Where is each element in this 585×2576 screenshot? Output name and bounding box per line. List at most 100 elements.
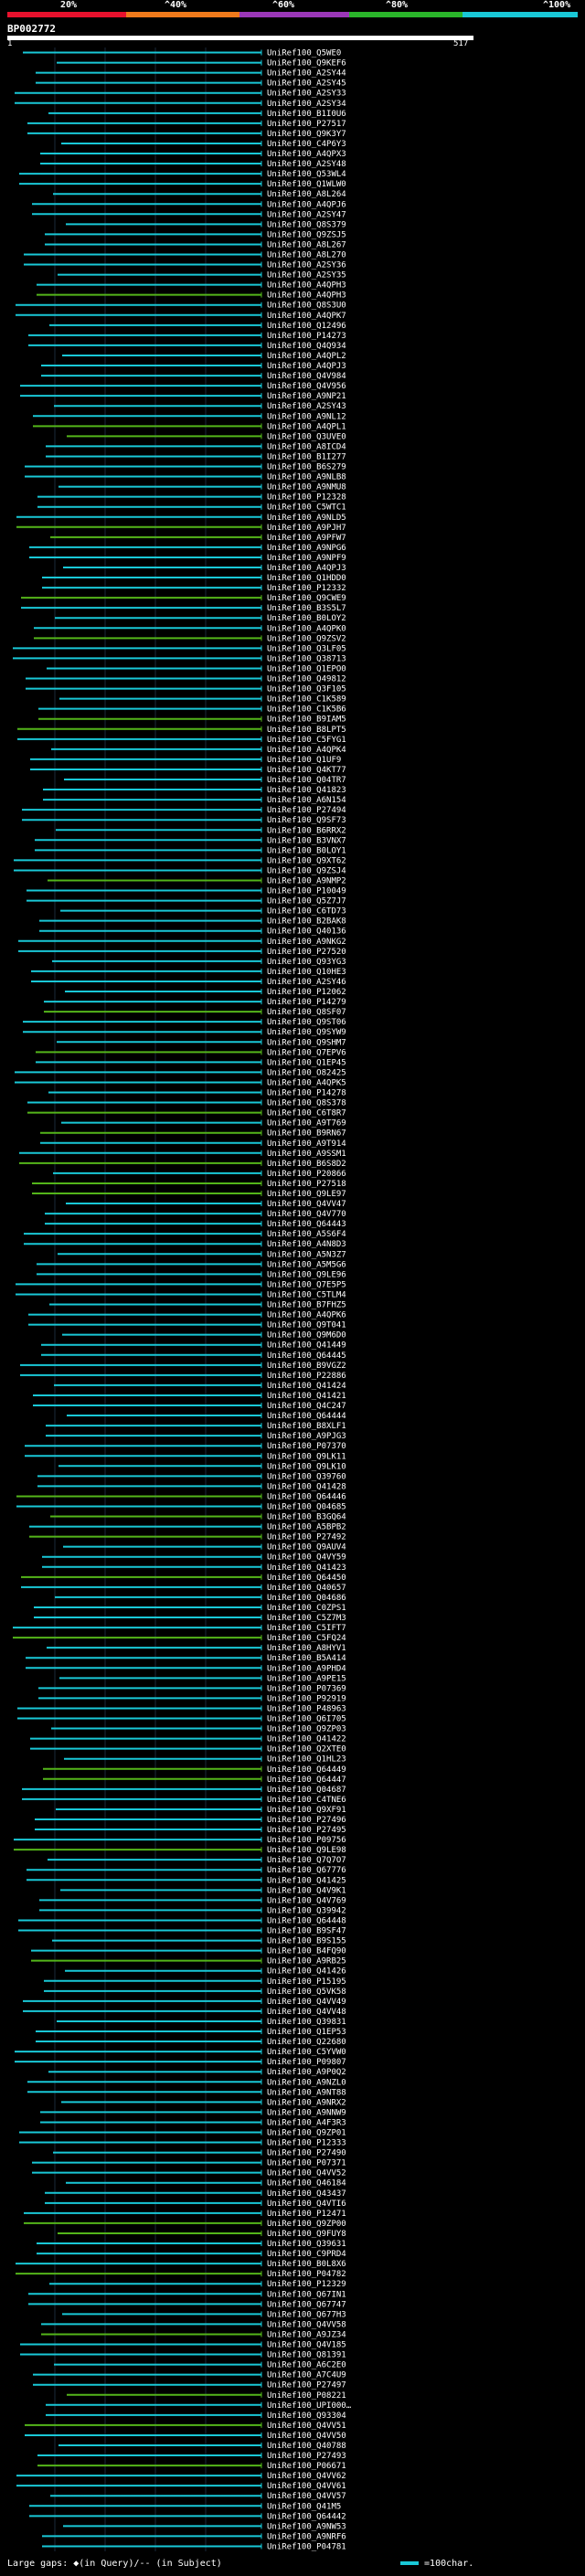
- hit-label[interactable]: UniRef100_A2SY33: [267, 90, 346, 99]
- hit-label[interactable]: UniRef100_Q4C247: [267, 1402, 346, 1411]
- hit-label[interactable]: UniRef100_C9PRD4: [267, 2250, 346, 2259]
- hit-label[interactable]: UniRef100_A6C2E0: [267, 2361, 346, 2370]
- hit-label[interactable]: UniRef100_A2SY44: [267, 69, 346, 79]
- hit-label[interactable]: UniRef100_Q93304: [267, 2412, 346, 2421]
- hit-label[interactable]: UniRef100_A9NW53: [267, 2522, 346, 2531]
- hit-label[interactable]: UniRef100_A2SY43: [267, 402, 346, 411]
- hit-label[interactable]: UniRef100_P10049: [267, 887, 346, 896]
- hit-label[interactable]: UniRef100_A4QPK7: [267, 312, 346, 321]
- hit-label[interactable]: UniRef100_Q4V770: [267, 1210, 346, 1219]
- hit-label[interactable]: UniRef100_B3VNX7: [267, 836, 346, 845]
- hit-label[interactable]: UniRef100_B9S155: [267, 1937, 346, 1946]
- hit-label[interactable]: UniRef100_Q9K3Y7: [267, 130, 346, 139]
- hit-label[interactable]: UniRef100_P27495: [267, 1826, 346, 1835]
- hit-label[interactable]: UniRef100_A4QPK6: [267, 1311, 346, 1320]
- hit-label[interactable]: UniRef100_Q9LK11: [267, 1452, 346, 1461]
- hit-label[interactable]: UniRef100_Q4VV57: [267, 2492, 346, 2501]
- hit-label[interactable]: UniRef100_Q41424: [267, 1382, 346, 1391]
- hit-label[interactable]: UniRef100_A2SY34: [267, 100, 346, 109]
- hit-label[interactable]: UniRef100_Q4V9K1: [267, 1886, 346, 1895]
- hit-label[interactable]: UniRef100_A2SY45: [267, 80, 346, 89]
- hit-label[interactable]: UniRef100_Q4VV50: [267, 2432, 346, 2441]
- hit-label[interactable]: UniRef100_B3GQ64: [267, 1513, 346, 1522]
- hit-label[interactable]: UniRef100_Q41423: [267, 1564, 346, 1573]
- hit-label[interactable]: UniRef100_Q1HDD0: [267, 574, 346, 583]
- hit-label[interactable]: UniRef100_B6RRX2: [267, 826, 346, 835]
- hit-label[interactable]: UniRef100_A2SY36: [267, 261, 346, 270]
- hit-label[interactable]: UniRef100_Q4V984: [267, 372, 346, 381]
- hit-label[interactable]: UniRef100_P20866: [267, 1170, 346, 1179]
- hit-label[interactable]: UniRef100_B0LOY1: [267, 846, 346, 855]
- hit-label[interactable]: UniRef100_Q40657: [267, 1584, 346, 1593]
- hit-label[interactable]: UniRef100_C1K5B6: [267, 705, 346, 715]
- hit-label[interactable]: UniRef100_P07371: [267, 2159, 346, 2168]
- hit-label[interactable]: UniRef100_Q9XT62: [267, 856, 346, 865]
- hit-label[interactable]: UniRef100_Q9ZP00: [267, 2220, 346, 2229]
- hit-label[interactable]: UniRef100_B6S279: [267, 463, 346, 472]
- hit-label[interactable]: UniRef100_A9NMU8: [267, 483, 346, 493]
- hit-label[interactable]: UniRef100_C5IFT7: [267, 1624, 346, 1633]
- hit-label[interactable]: UniRef100_Q9SHM7: [267, 1038, 346, 1047]
- hit-label[interactable]: UniRef100_P12333: [267, 2139, 346, 2148]
- hit-label[interactable]: UniRef100_Q39631: [267, 2240, 346, 2249]
- hit-label[interactable]: UniRef100_Q41421: [267, 1392, 346, 1401]
- hit-label[interactable]: UniRef100_A9NT88: [267, 2088, 346, 2097]
- hit-label[interactable]: UniRef100_Q64442: [267, 2512, 346, 2521]
- hit-label[interactable]: UniRef100_Q4VV49: [267, 1998, 346, 2007]
- hit-label[interactable]: UniRef100_A5BPB2: [267, 1523, 346, 1532]
- hit-label[interactable]: UniRef100_A2SY47: [267, 210, 346, 219]
- hit-label[interactable]: UniRef100_P22886: [267, 1372, 346, 1381]
- hit-label[interactable]: UniRef100_A9JZ34: [267, 2330, 346, 2339]
- hit-label[interactable]: UniRef100_P14278: [267, 1089, 346, 1098]
- hit-label[interactable]: UniRef100_Q41M5: [267, 2502, 341, 2511]
- hit-label[interactable]: UniRef100_A9NNW9: [267, 2108, 346, 2117]
- hit-label[interactable]: UniRef100_UPI000…: [267, 2401, 352, 2411]
- hit-label[interactable]: UniRef100_P12328: [267, 493, 346, 503]
- hit-label[interactable]: UniRef100_A8L264: [267, 190, 346, 199]
- hit-label[interactable]: UniRef100_Q9SF73: [267, 816, 346, 825]
- hit-label[interactable]: UniRef100_B9SF47: [267, 1927, 346, 1936]
- hit-label[interactable]: UniRef100_Q4VV47: [267, 1200, 346, 1209]
- hit-label[interactable]: UniRef100_A9T769: [267, 1119, 346, 1129]
- hit-label[interactable]: UniRef100_A9NL12: [267, 412, 346, 421]
- hit-label[interactable]: UniRef100_Q9LE96: [267, 1270, 346, 1279]
- hit-label[interactable]: UniRef100_A9PFW7: [267, 534, 346, 543]
- hit-label[interactable]: UniRef100_A4QPH3: [267, 292, 346, 301]
- hit-label[interactable]: UniRef100_O82425: [267, 1068, 346, 1077]
- hit-label[interactable]: UniRef100_A9NLD5: [267, 514, 346, 523]
- hit-label[interactable]: UniRef100_Q64447: [267, 1776, 346, 1785]
- hit-label[interactable]: UniRef100_Q9KEF6: [267, 59, 346, 69]
- hit-label[interactable]: UniRef100_P27497: [267, 2381, 346, 2390]
- hit-label[interactable]: UniRef100_Q4VV62: [267, 2472, 346, 2481]
- hit-label[interactable]: UniRef100_B8LPT5: [267, 726, 346, 735]
- hit-label[interactable]: UniRef100_B9IAM5: [267, 716, 346, 725]
- hit-label[interactable]: UniRef100_Q04685: [267, 1502, 346, 1511]
- hit-label[interactable]: UniRef100_B6S8D2: [267, 1160, 346, 1169]
- hit-label[interactable]: UniRef100_Q9M6D0: [267, 1331, 346, 1341]
- hit-label[interactable]: UniRef100_A4QPK4: [267, 746, 346, 755]
- hit-label[interactable]: UniRef100_A4QPK0: [267, 624, 346, 633]
- hit-label[interactable]: UniRef100_B0LOY2: [267, 614, 346, 623]
- hit-label[interactable]: UniRef100_Q8S379: [267, 220, 346, 229]
- hit-label[interactable]: UniRef100_P27492: [267, 1533, 346, 1542]
- hit-label[interactable]: UniRef100_Q1UF9: [267, 756, 341, 765]
- hit-label[interactable]: UniRef100_C5TLM4: [267, 1290, 346, 1299]
- hit-label[interactable]: UniRef100_Q64450: [267, 1574, 346, 1583]
- hit-label[interactable]: UniRef100_Q4VV51: [267, 2422, 346, 2431]
- hit-label[interactable]: UniRef100_Q41428: [267, 1482, 346, 1491]
- hit-label[interactable]: UniRef100_A9PE15: [267, 1674, 346, 1683]
- hit-label[interactable]: UniRef100_B4FQ90: [267, 1947, 346, 1956]
- hit-label[interactable]: UniRef100_Q4V185: [267, 2341, 346, 2350]
- hit-label[interactable]: UniRef100_Q04TR7: [267, 776, 346, 785]
- hit-label[interactable]: UniRef100_P04782: [267, 2270, 346, 2279]
- hit-label[interactable]: UniRef100_Q93YG3: [267, 958, 346, 967]
- hit-label[interactable]: UniRef100_Q43437: [267, 2189, 346, 2199]
- hit-label[interactable]: UniRef100_P27517: [267, 120, 346, 129]
- hit-label[interactable]: UniRef100_Q6I705: [267, 1715, 346, 1724]
- hit-label[interactable]: UniRef100_Q64448: [267, 1916, 346, 1925]
- hit-label[interactable]: UniRef100_P14273: [267, 332, 346, 341]
- hit-label[interactable]: UniRef100_P04781: [267, 2542, 346, 2551]
- hit-label[interactable]: UniRef100_A9PHD4: [267, 1664, 346, 1673]
- hit-label[interactable]: UniRef100_A9NRF6: [267, 2532, 346, 2541]
- hit-label[interactable]: UniRef100_Q39942: [267, 1906, 346, 1915]
